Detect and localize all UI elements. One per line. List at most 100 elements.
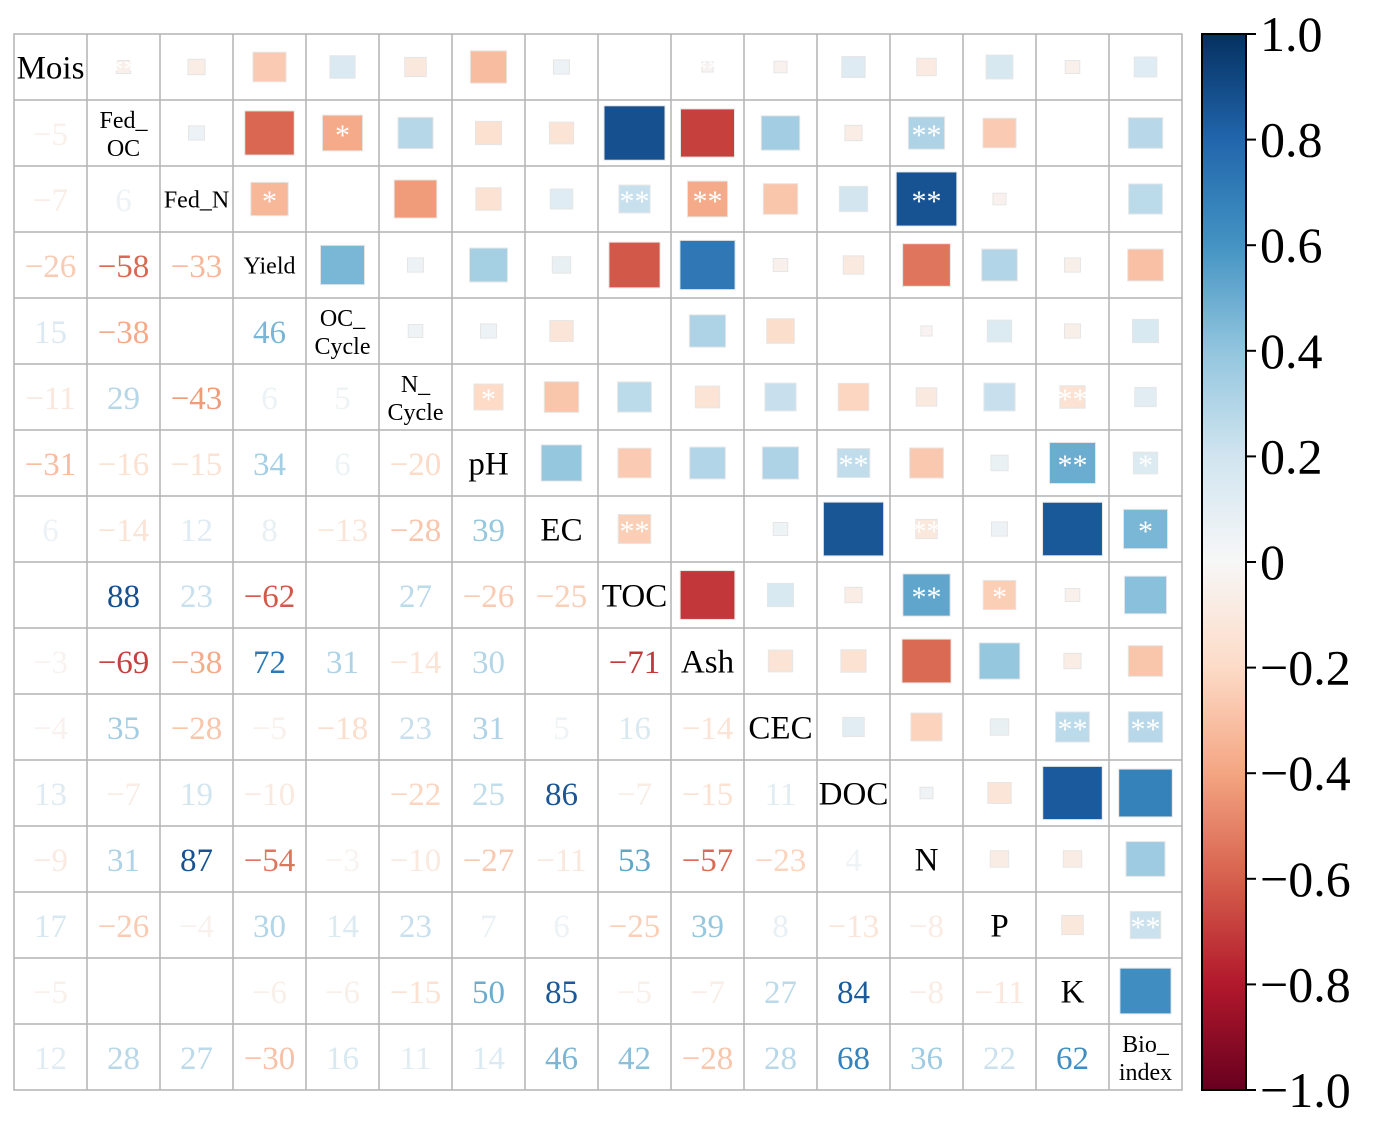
diagonal-label-yield: Yield xyxy=(244,253,296,279)
corr-square xyxy=(603,105,666,161)
corr-value-label: 11 xyxy=(765,777,797,813)
corr-square xyxy=(1064,257,1081,273)
corr-value-label: −38 xyxy=(171,645,223,681)
corr-square xyxy=(407,324,424,338)
corr-value-label: −22 xyxy=(390,777,442,813)
corr-square xyxy=(907,116,946,150)
corr-value-label: 11 xyxy=(400,1041,432,1077)
corr-value-label: −33 xyxy=(171,249,223,285)
diagonal-label-fed-n: Fed_N xyxy=(164,187,229,213)
corr-square xyxy=(1127,248,1164,282)
corr-value-label: 30 xyxy=(253,909,286,945)
corr-square xyxy=(252,51,287,83)
corr-value-label: 53 xyxy=(618,843,651,879)
significance-marker: ** xyxy=(912,119,942,152)
diagonal-label-p: P xyxy=(990,909,1008,945)
corr-square xyxy=(1064,60,1081,74)
corr-value-label: 36 xyxy=(910,1041,943,1077)
corr-square xyxy=(608,241,661,289)
corr-value-label: −15 xyxy=(171,447,223,483)
corr-value-label: −5 xyxy=(33,117,68,153)
significance-marker: ** xyxy=(839,449,869,482)
diagonal-label-doc: DOC xyxy=(819,777,889,813)
corr-value-label: 6 xyxy=(553,909,570,945)
corr-square xyxy=(840,649,867,673)
corr-value-label: −69 xyxy=(98,645,150,681)
corr-value-label: 4 xyxy=(845,843,862,879)
corr-square xyxy=(701,61,714,73)
corr-square xyxy=(909,447,944,479)
corr-value-label: 31 xyxy=(326,645,359,681)
corr-value-label: −23 xyxy=(755,843,807,879)
corr-value-label: −13 xyxy=(317,513,369,549)
corr-value-label: 16 xyxy=(618,711,651,747)
corr-value-label: 34 xyxy=(253,447,286,483)
corr-square xyxy=(188,125,205,141)
corr-value-label: 29 xyxy=(107,381,140,417)
corr-square xyxy=(1064,588,1081,602)
corr-square xyxy=(902,243,951,287)
corr-value-label: 12 xyxy=(34,1041,67,1077)
corr-value-label: 84 xyxy=(837,975,870,1011)
corr-square xyxy=(982,580,1017,610)
corr-value-label: 85 xyxy=(545,975,578,1011)
corr-value-label: −10 xyxy=(244,777,296,813)
corr-square xyxy=(688,314,727,348)
corr-value-label: 6 xyxy=(334,447,351,483)
corr-square xyxy=(404,56,427,78)
corr-square xyxy=(540,444,583,482)
corr-value-label: −8 xyxy=(909,909,944,945)
corr-square xyxy=(407,257,424,273)
corr-square xyxy=(986,319,1013,343)
corr-value-label: −28 xyxy=(171,711,223,747)
corr-value-label: −3 xyxy=(325,843,360,879)
corr-square xyxy=(1132,451,1159,475)
corr-square xyxy=(115,60,132,74)
corr-square xyxy=(475,187,502,211)
corr-value-label: 13 xyxy=(34,777,67,813)
significance-marker: ** xyxy=(693,53,723,86)
diagonal-label-cec: CEC xyxy=(748,711,812,747)
corr-square xyxy=(250,181,289,217)
corr-square xyxy=(981,248,1018,282)
corr-value-label: −14 xyxy=(390,645,442,681)
corr-square xyxy=(915,518,938,540)
significance-marker: * xyxy=(1138,449,1153,482)
corr-square xyxy=(910,712,943,742)
corr-value-label: −7 xyxy=(106,777,141,813)
corr-value-label: −7 xyxy=(690,975,725,1011)
corr-value-label: 14 xyxy=(326,909,359,945)
corr-square xyxy=(1134,386,1157,408)
corr-square xyxy=(618,184,651,214)
significance-marker: ** xyxy=(1131,713,1161,746)
corr-value-label: 16 xyxy=(326,1041,359,1077)
corr-square xyxy=(762,183,799,215)
corr-square xyxy=(991,521,1008,537)
corr-value-label: 46 xyxy=(253,315,286,351)
corr-value-label: −15 xyxy=(390,975,442,1011)
corr-value-label: −28 xyxy=(390,513,442,549)
corr-square xyxy=(772,258,789,272)
corr-value-label: −26 xyxy=(463,579,515,615)
diagonal-label-n-cycle: N_ Cycle xyxy=(388,372,444,426)
corr-value-label: −31 xyxy=(25,447,77,483)
corr-value-label: 23 xyxy=(399,711,432,747)
corr-value-label: −18 xyxy=(317,711,369,747)
corr-square xyxy=(764,382,797,412)
corr-value-label: 27 xyxy=(180,1041,213,1077)
corr-value-label: 39 xyxy=(472,513,505,549)
corr-square xyxy=(1059,385,1086,409)
diagonal-label-ec: EC xyxy=(540,513,582,549)
colorbar-tick-label: 0.2 xyxy=(1260,428,1323,484)
corr-square xyxy=(679,570,736,620)
corr-value-label: 27 xyxy=(399,579,432,615)
diagonal-label-ash: Ash xyxy=(681,645,735,681)
colorbar-tick-label: 0.6 xyxy=(1260,217,1323,273)
corr-square xyxy=(992,192,1007,206)
corr-value-label: −54 xyxy=(244,843,296,879)
diagonal-label-k: K xyxy=(1061,975,1085,1011)
corr-square xyxy=(761,446,800,480)
corr-square xyxy=(469,50,508,84)
significance-marker: * xyxy=(481,383,496,416)
corr-value-label: −6 xyxy=(252,975,287,1011)
